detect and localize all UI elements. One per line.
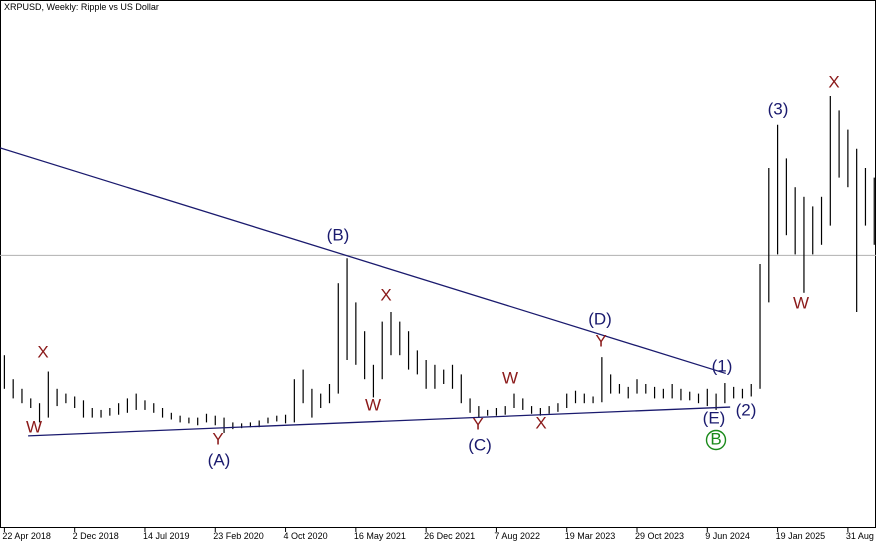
wave-label: (D)	[588, 309, 612, 328]
wave-label: (E)	[703, 408, 726, 427]
wave-label: B	[710, 429, 721, 448]
x-tick-label: 4 Oct 2020	[284, 531, 328, 541]
wave-label: (A)	[208, 450, 231, 469]
wave-circle	[705, 429, 727, 451]
wave-label: (B)	[327, 225, 350, 244]
x-tick-label: 16 May 2021	[354, 531, 406, 541]
wave-label: W	[365, 395, 381, 414]
x-tick-label: 19 Mar 2023	[565, 531, 616, 541]
x-tick-label: 31 Aug 2025	[846, 531, 876, 541]
wave-label: X	[37, 342, 48, 361]
wave-label: Y	[595, 331, 606, 350]
x-tick-label: 19 Jan 2025	[776, 531, 826, 541]
x-tick-label: 9 Jun 2024	[705, 531, 750, 541]
x-tick-label: 29 Oct 2023	[635, 531, 684, 541]
plot-frame	[0, 0, 876, 528]
x-tick-label: 23 Feb 2020	[213, 531, 264, 541]
x-tick-label: 14 Jul 2019	[143, 531, 190, 541]
x-tick-label: 22 Apr 2018	[2, 531, 51, 541]
wave-label: (1)	[712, 356, 733, 375]
wave-label: Y	[472, 414, 483, 433]
wave-label: W	[26, 417, 42, 436]
wave-label: Y	[212, 429, 223, 448]
x-tick-label: 7 Aug 2022	[494, 531, 540, 541]
wave-label: (3)	[768, 99, 789, 118]
wave-label: W	[793, 293, 809, 312]
chart-title: XRPUSD, Weekly: Ripple vs US Dollar	[4, 2, 159, 12]
wave-label: W	[502, 368, 518, 387]
trend-line	[28, 406, 731, 437]
wave-label: (C)	[468, 435, 492, 454]
wave-label: X	[535, 413, 546, 432]
x-tick-label: 2 Dec 2018	[73, 531, 119, 541]
trend-line	[0, 147, 726, 375]
wave-label: X	[380, 285, 391, 304]
wave-label: (2)	[736, 400, 757, 419]
wave-label: X	[828, 72, 839, 91]
x-tick-label: 26 Dec 2021	[424, 531, 475, 541]
